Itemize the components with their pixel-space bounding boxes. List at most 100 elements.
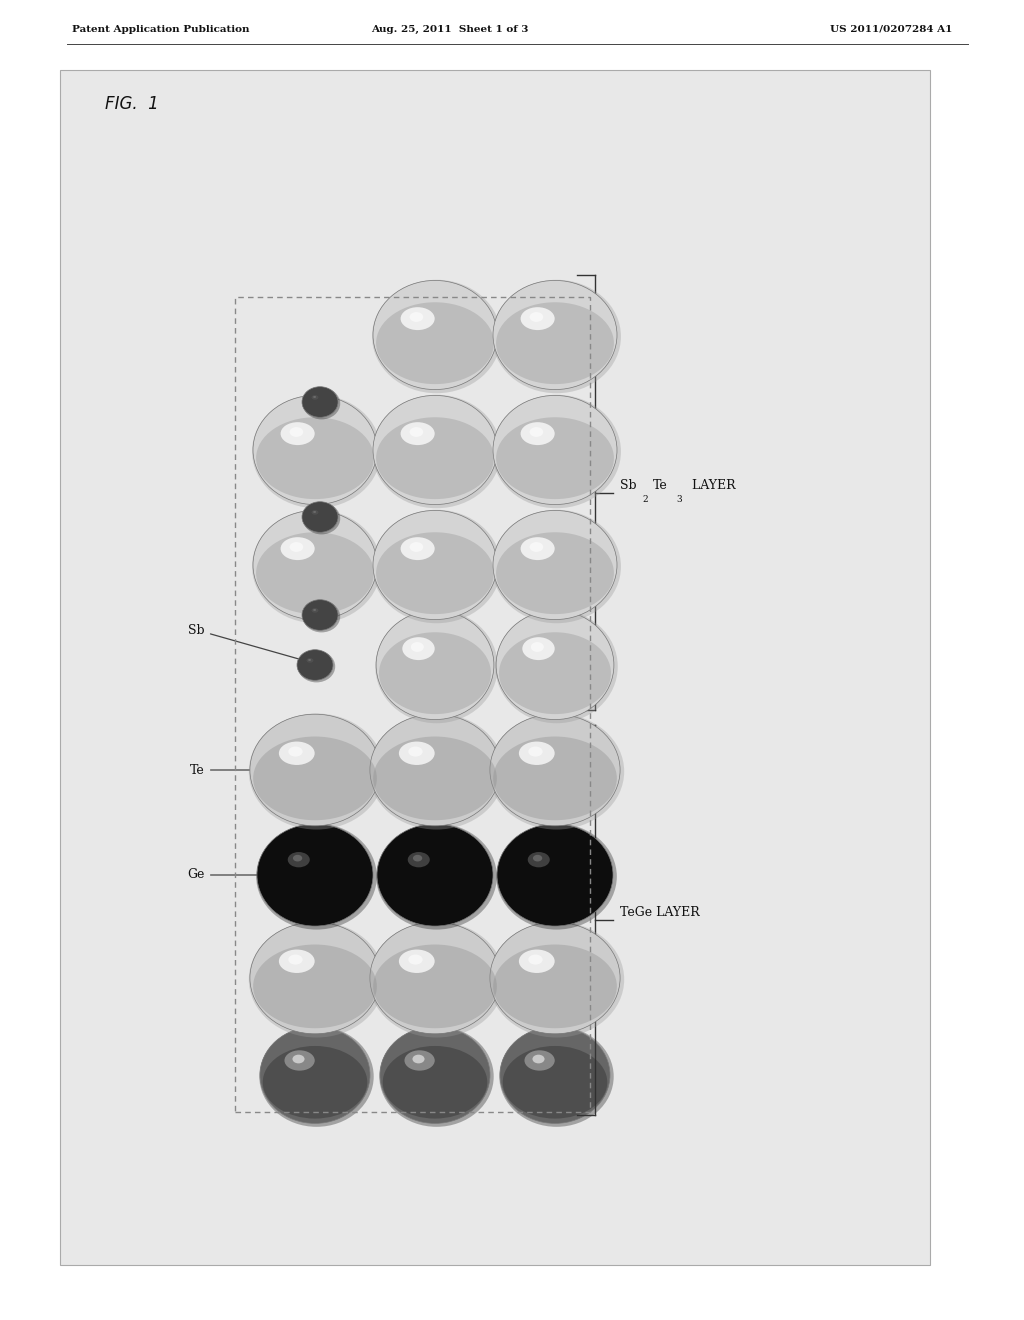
Ellipse shape: [493, 396, 617, 504]
Ellipse shape: [376, 302, 494, 384]
Ellipse shape: [520, 537, 555, 560]
Ellipse shape: [263, 1045, 368, 1118]
Text: Patent Application Publication: Patent Application Publication: [72, 25, 250, 34]
Ellipse shape: [256, 532, 374, 614]
Ellipse shape: [532, 1055, 545, 1064]
Text: 3: 3: [676, 495, 682, 504]
Ellipse shape: [250, 714, 380, 826]
Ellipse shape: [373, 396, 497, 504]
Ellipse shape: [379, 1026, 494, 1127]
Ellipse shape: [409, 747, 423, 756]
Text: Ge: Ge: [187, 869, 312, 882]
Ellipse shape: [503, 1045, 607, 1118]
Ellipse shape: [492, 280, 621, 393]
Ellipse shape: [370, 923, 500, 1034]
Ellipse shape: [492, 395, 621, 508]
Ellipse shape: [370, 714, 500, 826]
Ellipse shape: [298, 651, 335, 682]
Ellipse shape: [532, 855, 543, 862]
Ellipse shape: [313, 511, 316, 513]
Ellipse shape: [488, 714, 625, 829]
Ellipse shape: [253, 945, 377, 1028]
Ellipse shape: [250, 923, 380, 1034]
Ellipse shape: [279, 949, 314, 973]
Ellipse shape: [529, 312, 543, 322]
Ellipse shape: [383, 1045, 487, 1118]
Ellipse shape: [497, 824, 616, 929]
Ellipse shape: [372, 510, 501, 623]
Ellipse shape: [308, 659, 311, 661]
Ellipse shape: [249, 921, 384, 1038]
Ellipse shape: [494, 737, 616, 820]
Ellipse shape: [496, 610, 614, 719]
Text: Sb: Sb: [620, 479, 637, 492]
Ellipse shape: [496, 532, 614, 614]
Ellipse shape: [413, 855, 422, 862]
Ellipse shape: [376, 417, 494, 499]
Ellipse shape: [279, 742, 314, 766]
Text: LAYER: LAYER: [688, 479, 735, 492]
Ellipse shape: [524, 1051, 555, 1071]
Ellipse shape: [496, 417, 614, 499]
Text: FIG.  1: FIG. 1: [105, 95, 159, 114]
Ellipse shape: [290, 428, 303, 437]
Ellipse shape: [289, 954, 303, 965]
Ellipse shape: [410, 428, 423, 437]
Ellipse shape: [500, 1027, 610, 1123]
Ellipse shape: [528, 954, 543, 965]
Ellipse shape: [293, 855, 302, 862]
Ellipse shape: [494, 945, 616, 1028]
Ellipse shape: [527, 851, 550, 867]
Ellipse shape: [252, 395, 381, 508]
Ellipse shape: [499, 632, 611, 714]
Ellipse shape: [376, 610, 494, 719]
Ellipse shape: [303, 388, 340, 420]
Ellipse shape: [402, 638, 435, 660]
Text: TeGe LAYER: TeGe LAYER: [620, 907, 699, 920]
Ellipse shape: [311, 510, 318, 515]
Ellipse shape: [372, 280, 501, 393]
Ellipse shape: [399, 742, 434, 766]
Ellipse shape: [306, 659, 313, 663]
Text: Te: Te: [653, 479, 668, 492]
Ellipse shape: [519, 949, 555, 973]
Ellipse shape: [302, 387, 338, 417]
Ellipse shape: [404, 1051, 435, 1071]
Ellipse shape: [520, 422, 555, 445]
Ellipse shape: [253, 737, 377, 820]
Ellipse shape: [253, 396, 377, 504]
Ellipse shape: [369, 921, 504, 1038]
Ellipse shape: [520, 308, 555, 330]
Ellipse shape: [256, 824, 377, 929]
Ellipse shape: [289, 747, 303, 756]
Ellipse shape: [373, 511, 497, 619]
Ellipse shape: [377, 824, 493, 927]
Ellipse shape: [281, 537, 314, 560]
Ellipse shape: [285, 1051, 314, 1071]
Ellipse shape: [302, 502, 338, 532]
Text: Te: Te: [190, 763, 312, 776]
Ellipse shape: [249, 714, 384, 829]
Ellipse shape: [257, 824, 373, 927]
Ellipse shape: [493, 511, 617, 619]
Ellipse shape: [408, 851, 430, 867]
Ellipse shape: [410, 543, 423, 552]
Ellipse shape: [303, 601, 340, 632]
Ellipse shape: [530, 642, 544, 652]
Ellipse shape: [496, 302, 614, 384]
Ellipse shape: [373, 945, 497, 1028]
Ellipse shape: [492, 510, 621, 623]
Ellipse shape: [375, 610, 498, 723]
Ellipse shape: [497, 824, 613, 927]
Ellipse shape: [493, 280, 617, 389]
Ellipse shape: [529, 543, 543, 552]
Ellipse shape: [252, 510, 381, 623]
FancyBboxPatch shape: [60, 70, 930, 1265]
Ellipse shape: [373, 737, 497, 820]
Ellipse shape: [311, 395, 318, 400]
Ellipse shape: [519, 742, 555, 766]
Ellipse shape: [302, 599, 338, 630]
Ellipse shape: [496, 610, 617, 723]
Ellipse shape: [400, 537, 435, 560]
Ellipse shape: [488, 921, 625, 1038]
